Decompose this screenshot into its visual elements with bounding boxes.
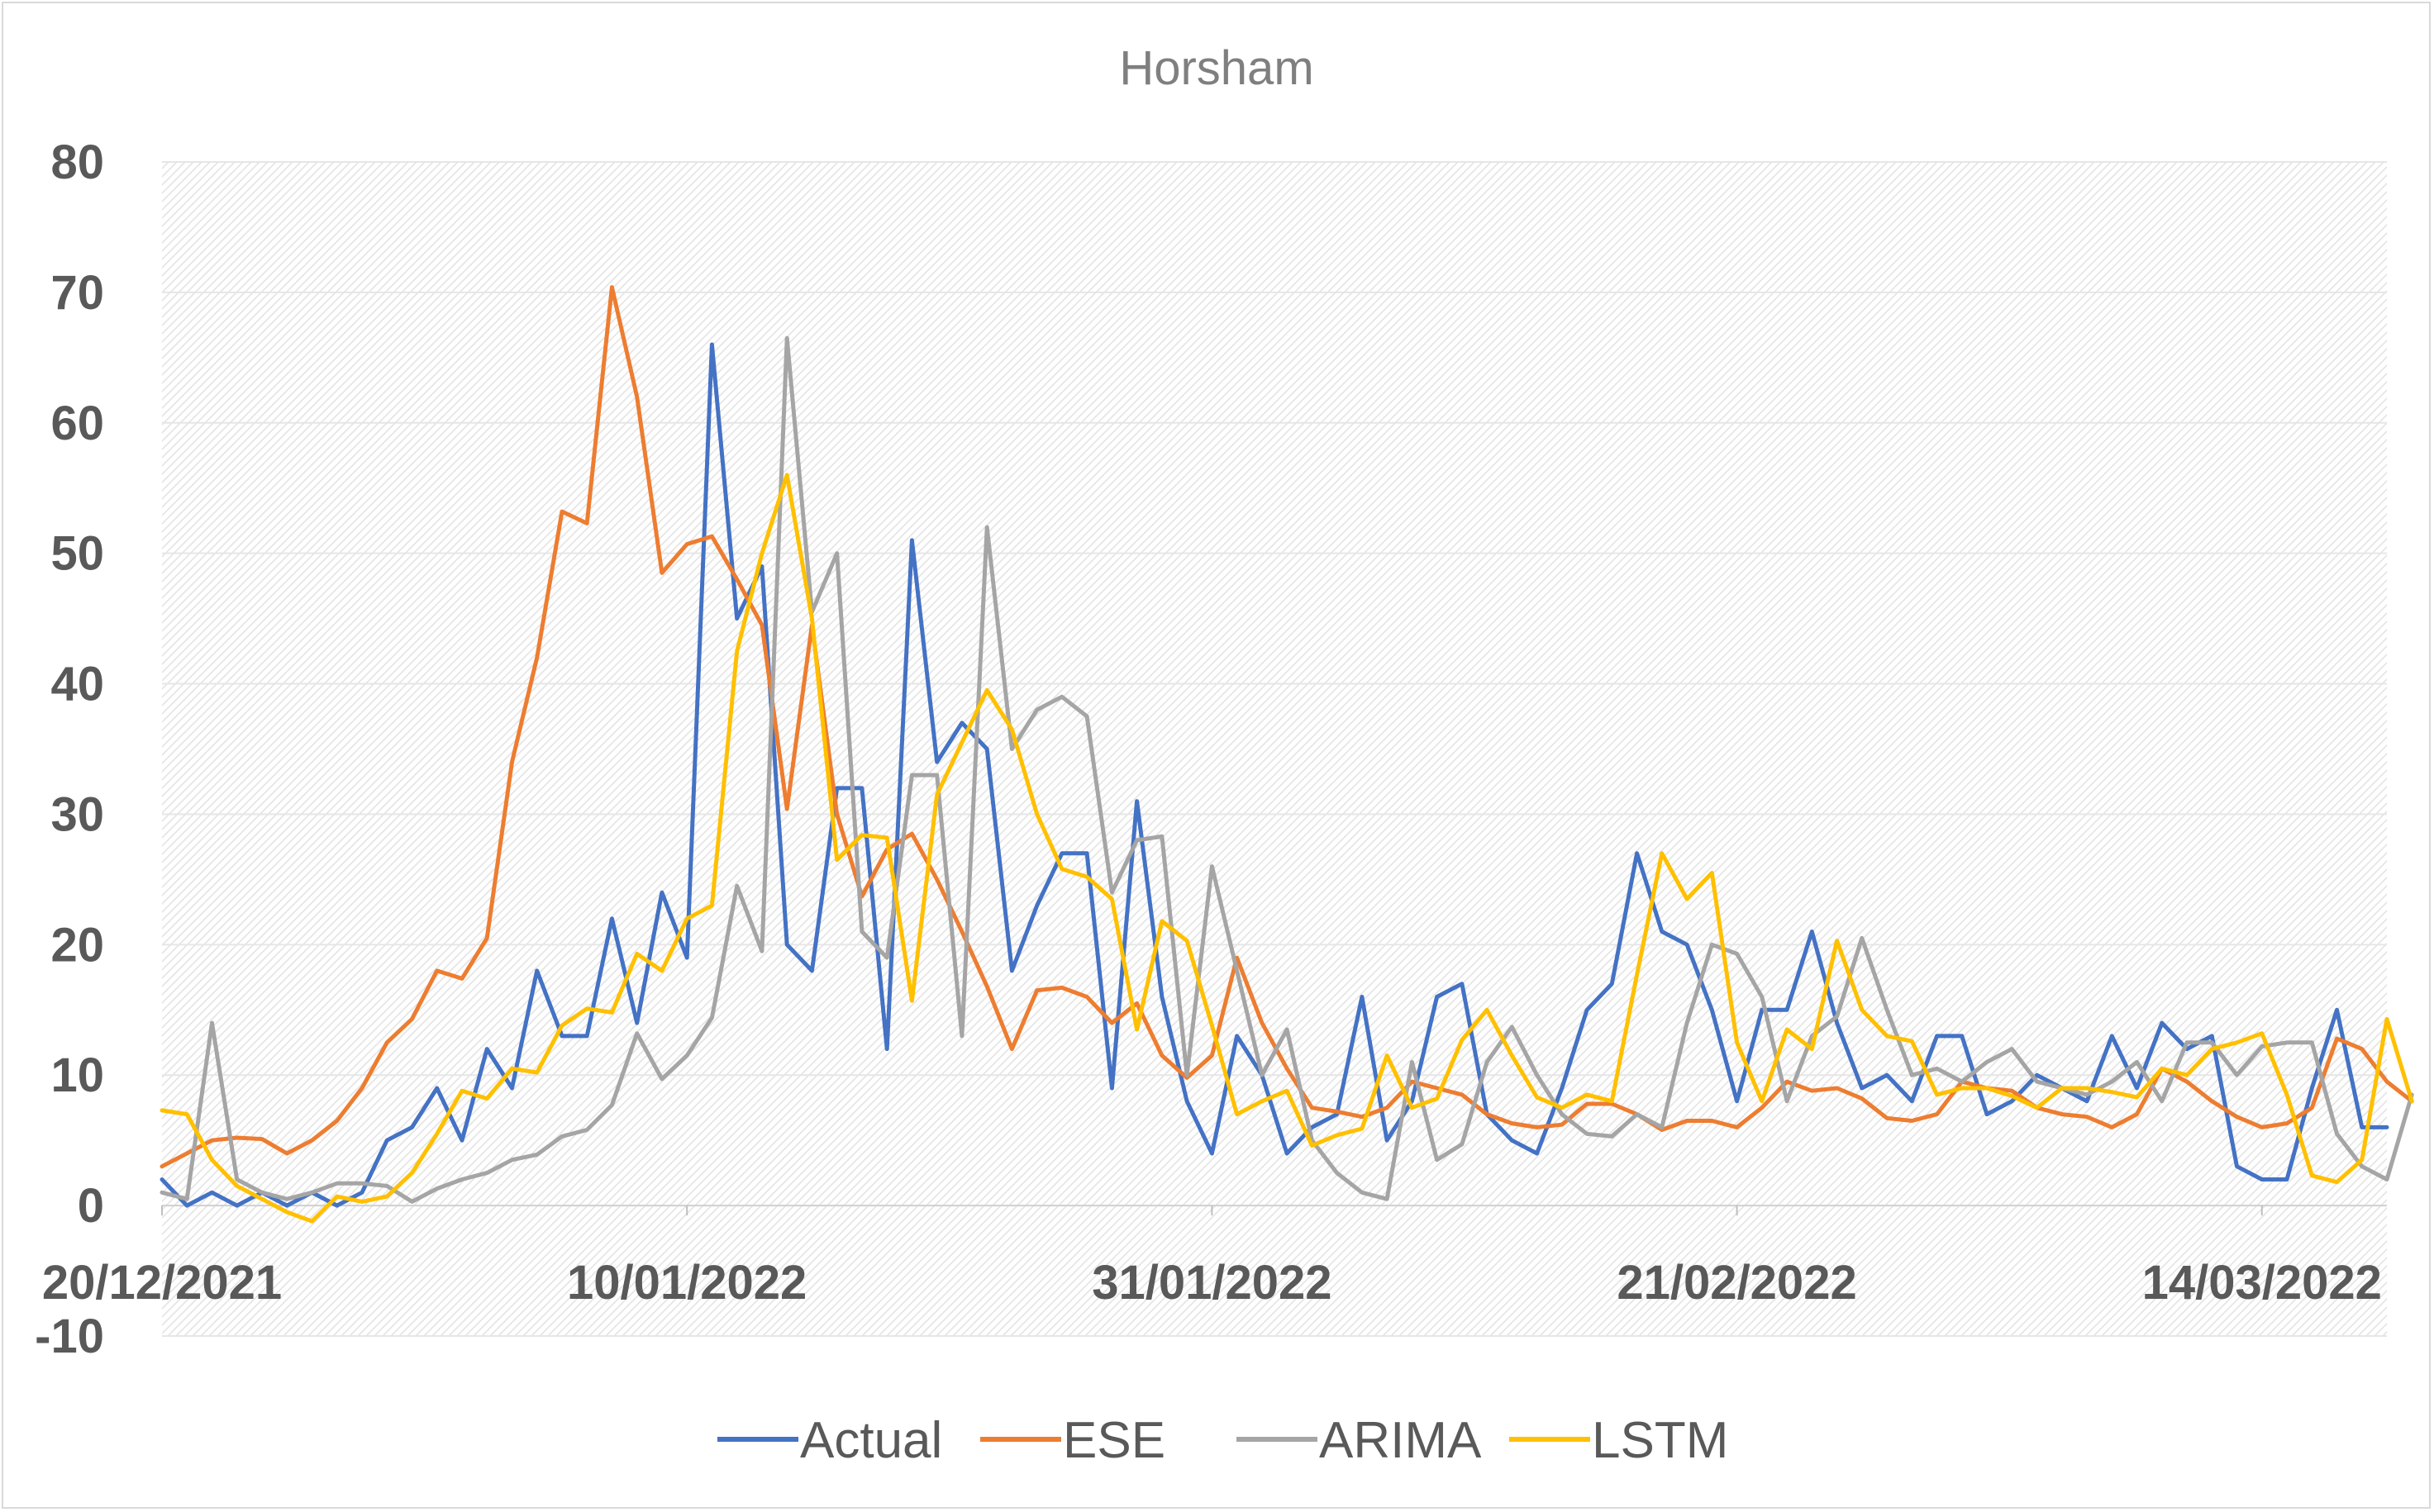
legend-label-actual: Actual [800, 1412, 942, 1469]
series-line-lstm [160, 473, 2414, 1224]
x-tick-label: 31/01/2022 [1092, 1256, 1331, 1310]
series-line-arima [160, 335, 2414, 1204]
x-tick-label: 21/02/2022 [1617, 1256, 1856, 1310]
legend-label-lstm: LSTM [1592, 1412, 1728, 1469]
y-axis: -10 0 10 20 30 40 50 60 70 80 [35, 136, 104, 1363]
y-tick-label: 80 [50, 136, 104, 189]
y-tick-label: 50 [50, 527, 104, 581]
gridlines [162, 161, 2387, 1337]
y-tick-label: 10 [50, 1048, 104, 1102]
x-tick-label: 14/03/2022 [2142, 1256, 2382, 1310]
y-tick-label: 70 [50, 266, 104, 320]
x-tick-label: 20/12/2021 [42, 1256, 282, 1310]
series-layer [160, 285, 2414, 1224]
y-tick-label: -10 [35, 1310, 104, 1363]
y-tick-label: 30 [50, 787, 104, 841]
x-axis: 20/12/2021 10/01/2022 31/01/2022 21/02/2022… [42, 1205, 2382, 1310]
chart-title: Horsham [1119, 41, 1313, 95]
legend-label-ese: ESE [1063, 1412, 1165, 1469]
plot-area [162, 162, 2387, 1336]
x-tick-label: 10/01/2022 [567, 1256, 807, 1310]
y-tick-label: 0 [78, 1179, 104, 1233]
legend: Actual ESE ARIMA LSTM [717, 1412, 1728, 1469]
legend-label-arima: ARIMA [1319, 1412, 1482, 1469]
y-tick-label: 40 [50, 658, 104, 711]
y-tick-label: 60 [50, 397, 104, 450]
y-tick-label: 20 [50, 918, 104, 972]
